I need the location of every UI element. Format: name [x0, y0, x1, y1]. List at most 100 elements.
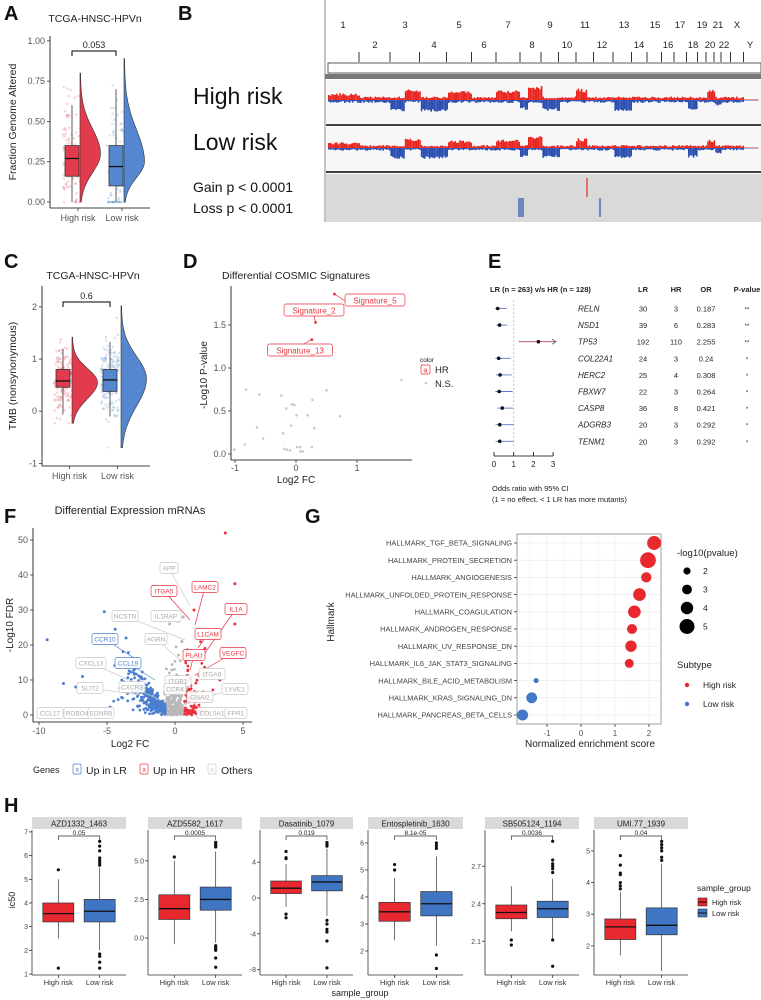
p-value-stars: * — [746, 374, 749, 380]
gain-bar — [580, 88, 583, 100]
gain-bar — [344, 143, 346, 148]
data-point — [112, 406, 116, 409]
loss-bar — [489, 148, 492, 151]
data-point — [100, 366, 103, 370]
loss-bar — [497, 100, 500, 103]
loss-bar — [737, 148, 740, 150]
data-point-up-lr — [139, 695, 143, 699]
loss-bar — [641, 100, 644, 103]
loss-bar — [529, 148, 532, 149]
gain-bar — [395, 145, 397, 148]
loss-bar — [713, 100, 716, 103]
significance-track — [326, 174, 761, 222]
loss-bar — [534, 100, 536, 103]
data-point-outlier — [203, 647, 207, 650]
data-point-up-lr — [129, 670, 133, 674]
loss-bar — [494, 100, 496, 103]
data-point — [60, 348, 64, 352]
data-point — [66, 116, 69, 119]
gain-bar — [691, 97, 693, 100]
loss-bar — [603, 100, 605, 103]
y-tick-label: 1.0 — [213, 363, 226, 373]
lr-count: 22 — [639, 388, 647, 397]
gain-bar — [336, 142, 338, 148]
gain-bar — [729, 145, 732, 148]
data-point-up-hr — [183, 708, 187, 712]
size-legend-dot — [679, 619, 695, 634]
outlier-point — [618, 863, 622, 867]
gain-bar — [355, 93, 357, 100]
gain-bar — [404, 91, 407, 100]
gain-bar — [697, 97, 700, 100]
loss-bar — [328, 148, 330, 150]
data-point — [112, 200, 115, 204]
data-point — [60, 352, 63, 355]
gain-bar — [582, 141, 584, 148]
data-point — [64, 182, 68, 185]
legend-label: HR — [435, 365, 449, 376]
gain-bar — [494, 97, 496, 100]
data-point — [111, 408, 115, 412]
gain-bar — [638, 145, 640, 148]
data-point — [104, 336, 108, 339]
chromosome-label: X — [734, 20, 741, 31]
data-point — [60, 395, 63, 399]
loss-bar — [334, 100, 336, 102]
y-tick-label: 20 — [18, 640, 28, 650]
gain-bar — [515, 90, 517, 100]
gene-label-box — [91, 633, 119, 645]
track-label: High risk — [193, 83, 283, 109]
data-point-other — [165, 698, 169, 701]
outlier-point — [214, 956, 218, 960]
gain-bar — [441, 97, 444, 100]
data-point — [106, 446, 109, 449]
loss-bar — [696, 100, 698, 110]
gain-bar — [542, 145, 544, 148]
x-tick-label: 1 — [613, 729, 618, 738]
data-point — [104, 353, 108, 357]
gain-bar — [720, 97, 722, 100]
y-tick-label: 1.5 — [213, 320, 226, 330]
loss-bar — [617, 148, 620, 157]
chromosome-label: 13 — [619, 20, 630, 31]
gain-bar — [441, 145, 444, 148]
gain-bar — [616, 146, 618, 148]
lr-count: 25 — [639, 371, 647, 380]
gain-bar — [584, 92, 586, 100]
loss-bar — [688, 100, 690, 109]
y-tick-label: 0.5 — [213, 406, 226, 416]
loss-bar — [667, 148, 669, 150]
gain-bar — [518, 91, 520, 100]
loss-bar — [705, 100, 708, 103]
data-point-up-hr — [183, 699, 186, 703]
loss-bar — [382, 148, 384, 151]
x-tick-label: Low risk — [86, 978, 114, 987]
data-point — [67, 399, 70, 402]
gain-bar — [712, 90, 714, 100]
loss-bar — [553, 100, 556, 110]
data-point-ns — [298, 450, 302, 453]
data-point — [106, 406, 109, 409]
gain-bar — [683, 146, 685, 148]
loss-bar — [537, 148, 540, 150]
data-point — [111, 365, 115, 369]
gain-bar — [392, 97, 394, 100]
gain-bar — [492, 145, 495, 148]
data-point-other — [178, 706, 182, 709]
data-point-up-lr — [139, 698, 143, 702]
loss-bar — [563, 148, 565, 150]
loss-bar — [539, 148, 541, 150]
gain-bar — [406, 90, 408, 100]
y-tick-label: 4 — [252, 860, 256, 867]
gain-bar — [350, 93, 352, 100]
gain-bar — [358, 143, 360, 148]
gain-bar — [556, 97, 559, 100]
outlier-point — [618, 884, 622, 888]
gain-bar — [435, 146, 437, 148]
data-point — [68, 185, 72, 188]
data-point — [74, 199, 78, 202]
hr-count: 3 — [674, 388, 678, 397]
gain-bar — [649, 97, 652, 100]
gain-bar — [545, 146, 548, 148]
box — [270, 880, 302, 894]
